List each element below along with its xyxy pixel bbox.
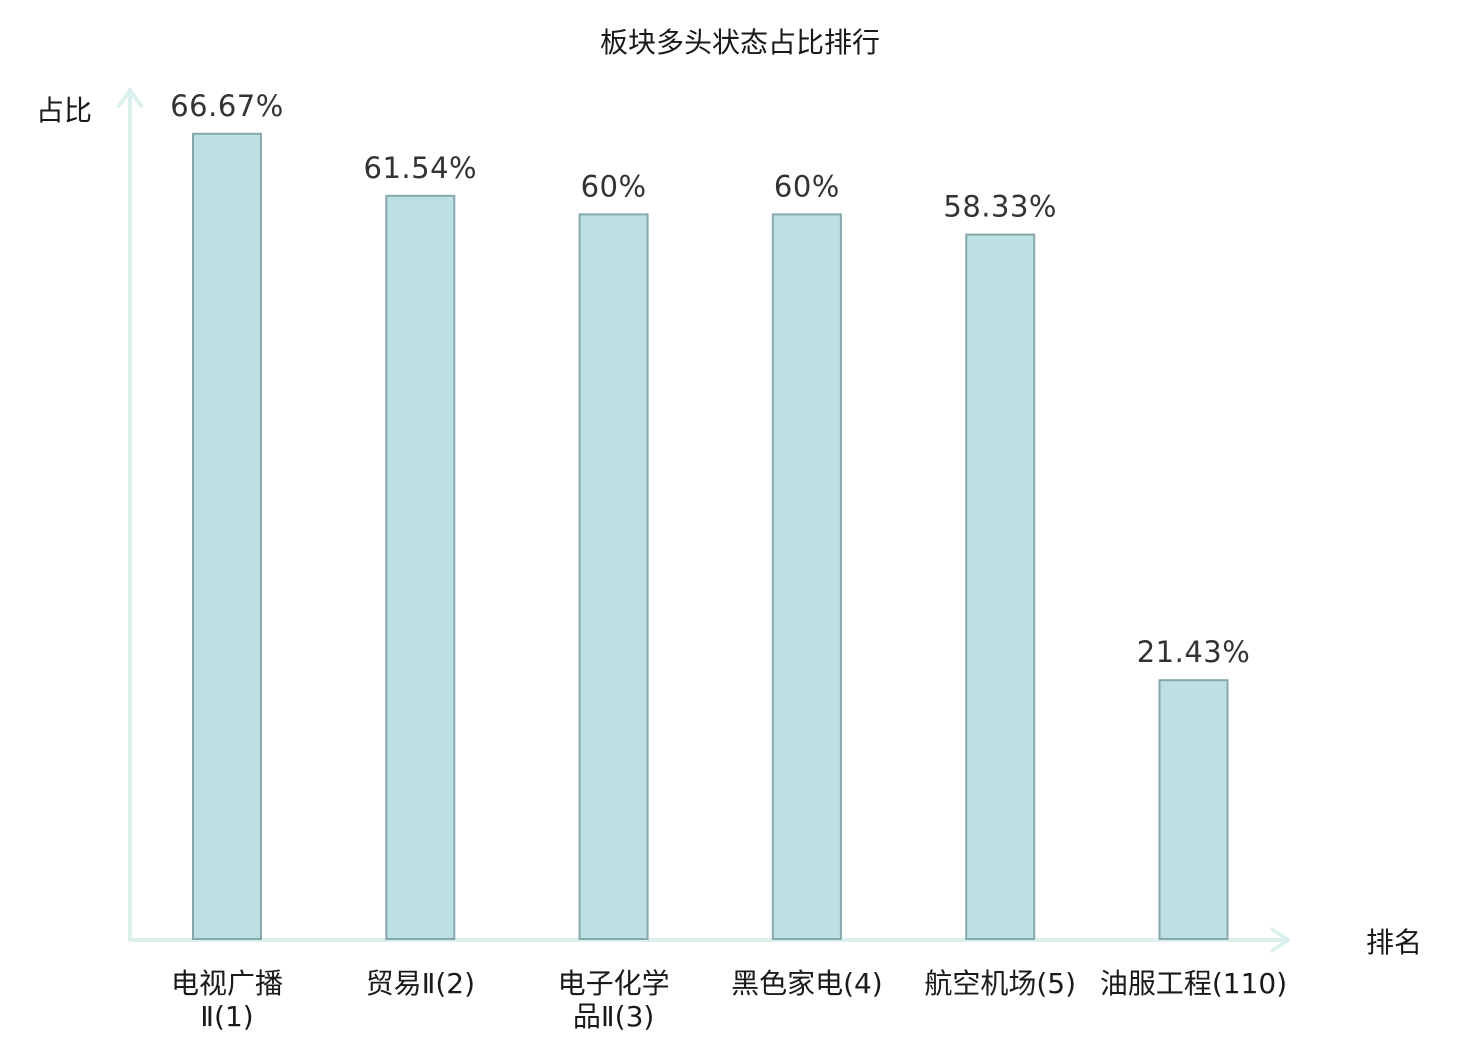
x-axis-arrow-icon xyxy=(1270,927,1290,953)
bar xyxy=(385,194,456,941)
bar xyxy=(965,233,1036,941)
x-axis-label: 排名 xyxy=(1366,926,1422,959)
category-tick-label: 电子化学 xyxy=(558,967,670,1000)
x-axis xyxy=(128,927,1290,953)
bar xyxy=(192,132,262,941)
bar-value-label: 60% xyxy=(581,169,647,203)
bar-value-label: 61.54% xyxy=(364,151,478,185)
y-axis xyxy=(117,88,143,942)
bar-value-label: 60% xyxy=(774,169,840,203)
category-tick-label: 航空机场(5) xyxy=(924,967,1076,1000)
category-tick-label: 油服工程(110) xyxy=(1100,967,1287,1000)
bar-value-label: 66.67% xyxy=(170,89,284,123)
category-tick-label: 品Ⅱ(3) xyxy=(573,1000,654,1033)
bar xyxy=(578,213,649,940)
y-axis-arrow-icon xyxy=(117,88,143,108)
y-axis-label: 占比 xyxy=(36,94,92,127)
category-tick-label: Ⅱ(1) xyxy=(200,1000,253,1033)
chart-title: 板块多头状态占比排行 xyxy=(600,26,880,59)
category-tick-label: 贸易Ⅱ(2) xyxy=(366,967,475,1000)
value-labels-group: 66.67% 61.54% 60% 60% 58.33% 21.43% xyxy=(170,89,1250,669)
bar xyxy=(771,213,842,940)
category-tick-label: 黑色家电(4) xyxy=(731,967,883,1000)
bar xyxy=(1158,679,1229,940)
bars-group xyxy=(192,132,1229,941)
bar-value-label: 21.43% xyxy=(1137,635,1251,669)
category-tick-label: 电视广播 xyxy=(171,967,283,1000)
bar-value-label: 58.33% xyxy=(943,190,1057,224)
